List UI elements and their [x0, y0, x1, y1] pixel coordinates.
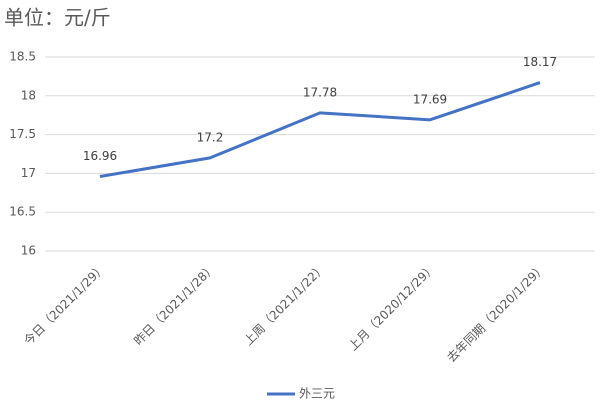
line	[99, 81, 541, 178]
data-label: 18.17	[523, 55, 557, 69]
y-tick-label: 18.5	[9, 50, 36, 64]
y-tick-label: 16.5	[9, 205, 36, 219]
chart-title: 单位：元/斤	[4, 6, 111, 30]
legend-label: 外三元	[299, 387, 335, 401]
x-tick-label: 今日（2021/1/29）	[21, 260, 109, 348]
x-tick-label: 昨日（2021/1/28）	[131, 261, 218, 348]
data-label: 17.78	[303, 85, 337, 99]
y-tick-label: 18	[21, 88, 36, 102]
data-label: 16.96	[83, 149, 117, 163]
x-tick-label: 上周（2021/1/22）	[241, 261, 328, 348]
x-tick-label: 上月（2020/12/29）	[346, 261, 439, 354]
y-tick-label: 17	[21, 166, 36, 180]
data-label: 17.2	[197, 130, 224, 144]
data-label: 17.69	[413, 92, 447, 106]
x-tick-label: 去年同期（2020/1/29）	[444, 261, 548, 365]
y-tick-label: 16	[21, 244, 36, 258]
y-tick-label: 17.5	[9, 127, 36, 141]
